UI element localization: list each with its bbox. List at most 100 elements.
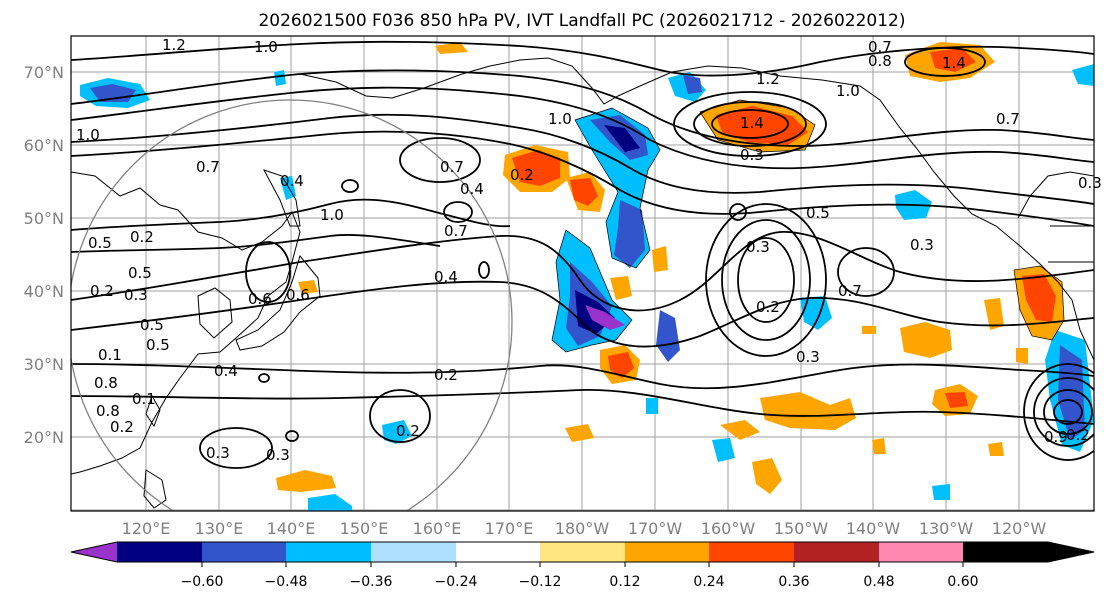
coastline-bc <box>1017 171 1094 219</box>
shade-blob <box>274 70 286 86</box>
shade-blob <box>512 150 560 186</box>
colorbar-tick-label: 0.60 <box>947 574 978 590</box>
shade-blob <box>930 48 976 72</box>
coastline-sakhalin <box>262 169 301 227</box>
colorbar-min-extend <box>71 542 117 562</box>
colorbar-tick-label: −0.24 <box>435 574 478 590</box>
shade-blob <box>382 420 412 444</box>
contour-label: 0.2 <box>110 418 134 436</box>
contour-label: 0.5 <box>146 336 170 354</box>
colorbar-segment <box>371 542 456 562</box>
pv-contour-closed <box>1043 389 1093 435</box>
colorbar-tick-label: −0.36 <box>350 574 393 590</box>
contour-label: 0.3 <box>910 236 934 254</box>
shade-blob <box>1072 64 1094 86</box>
pv-contour-closed <box>369 389 431 443</box>
colorbar-tick-label: −0.60 <box>181 574 224 590</box>
colorbar-segment <box>540 542 625 562</box>
lat-label: 40°N <box>24 282 64 301</box>
coastline-north <box>299 57 1094 361</box>
contour-label: 1.2 <box>162 36 186 54</box>
pv-contour-closed <box>258 373 270 383</box>
lon-label: 120°W <box>992 519 1047 538</box>
pv-contour-closed <box>904 47 986 77</box>
colorbar-segment <box>709 542 794 562</box>
positive-anomaly-shading <box>276 42 1064 494</box>
colorbar: −0.60 −0.48 −0.36 −0.24 −0.12 0.12 0.24 … <box>70 541 1095 590</box>
lon-label: 180°W <box>555 519 610 538</box>
pv-contour-closed <box>1033 377 1094 447</box>
contour-label: 0.4 <box>460 180 484 198</box>
contour-label: 0.7 <box>440 158 464 176</box>
pv-contour-closed <box>729 203 747 221</box>
lat-label: 70°N <box>24 63 64 82</box>
shade-blob <box>608 352 634 378</box>
contour-label: 0.2 <box>1066 426 1090 444</box>
pv-contours <box>71 40 1094 469</box>
contour-label: 0.5 <box>88 234 112 252</box>
shade-blob <box>435 42 468 54</box>
pv-contour-line <box>71 198 511 231</box>
contour-label: 0.4 <box>280 172 304 190</box>
shade-blob <box>932 484 950 500</box>
contour-label: 0.8 <box>96 402 120 420</box>
lon-label: 160°E <box>413 519 462 538</box>
pv-contour-line <box>71 86 1094 170</box>
lat-label: 60°N <box>24 136 64 155</box>
lon-label: 140°E <box>267 519 316 538</box>
latitude-labels: 70°N 60°N 50°N 40°N 30°N 20°N <box>24 63 64 447</box>
contour-label: 1.4 <box>740 114 764 132</box>
shade-blob <box>988 442 1004 456</box>
colorbar-segment <box>286 542 371 562</box>
shade-blob <box>1022 274 1056 322</box>
shading-outlines <box>551 99 1065 353</box>
coastline-korea <box>197 287 233 339</box>
contour-label: 0.8 <box>94 374 118 392</box>
colorbar-outline <box>70 541 1095 563</box>
lat-label: 20°N <box>24 428 64 447</box>
pv-contour-closed <box>711 109 789 139</box>
shade-blob <box>604 125 640 152</box>
contour-label: 0.3 <box>740 146 764 164</box>
pv-contour-closed <box>1023 363 1094 461</box>
contour-label: 1.0 <box>548 110 572 128</box>
pv-contour-line <box>71 231 1094 312</box>
contour-label: 0.7 <box>444 222 468 240</box>
shade-blob <box>752 458 782 494</box>
pv-contour-closed <box>443 201 473 223</box>
shade-blob <box>683 75 702 94</box>
contour-label: 1.0 <box>836 82 860 100</box>
pv-contour-closed <box>673 91 827 157</box>
shade-blob <box>646 398 658 414</box>
longitude-labels: 120°E 130°E 140°E 150°E 160°E 170°E 180°… <box>122 519 1047 538</box>
pv-contour-closed <box>705 203 827 357</box>
contour-label: 1.0 <box>76 126 100 144</box>
colorbar-ticks <box>201 562 964 567</box>
shade-blob <box>614 200 645 268</box>
pv-contour-closed <box>245 241 291 303</box>
pv-contour-line <box>71 234 441 253</box>
coastline-japan <box>235 254 321 351</box>
coastline-asia <box>71 171 301 475</box>
contour-label: 0.2 <box>510 166 534 184</box>
contour-label: 0.2 <box>434 366 458 384</box>
coastline-taiwan <box>145 394 161 428</box>
border-lines <box>1048 225 1094 263</box>
contour-label: 0.3 <box>124 286 148 304</box>
contour-label: 0.5 <box>806 204 830 222</box>
pv-contour-closed <box>721 219 811 341</box>
colorbar-max-extend <box>963 542 1094 562</box>
colorbar-tick-label: 0.12 <box>609 574 640 590</box>
lon-label: 120°E <box>122 519 171 538</box>
lat-label: 50°N <box>24 209 64 228</box>
lon-label: 140°W <box>846 519 901 538</box>
shade-blob <box>656 310 680 362</box>
pv-contour-line <box>71 363 1094 390</box>
contour-label: 0.1 <box>98 346 122 364</box>
contour-label: 0.7 <box>196 158 220 176</box>
great-circle-outline <box>71 99 513 511</box>
contour-label: 0.2 <box>396 422 420 440</box>
colorbar-segment <box>794 542 879 562</box>
shade-blob <box>652 246 668 272</box>
contour-label: 0.3 <box>1078 174 1102 192</box>
